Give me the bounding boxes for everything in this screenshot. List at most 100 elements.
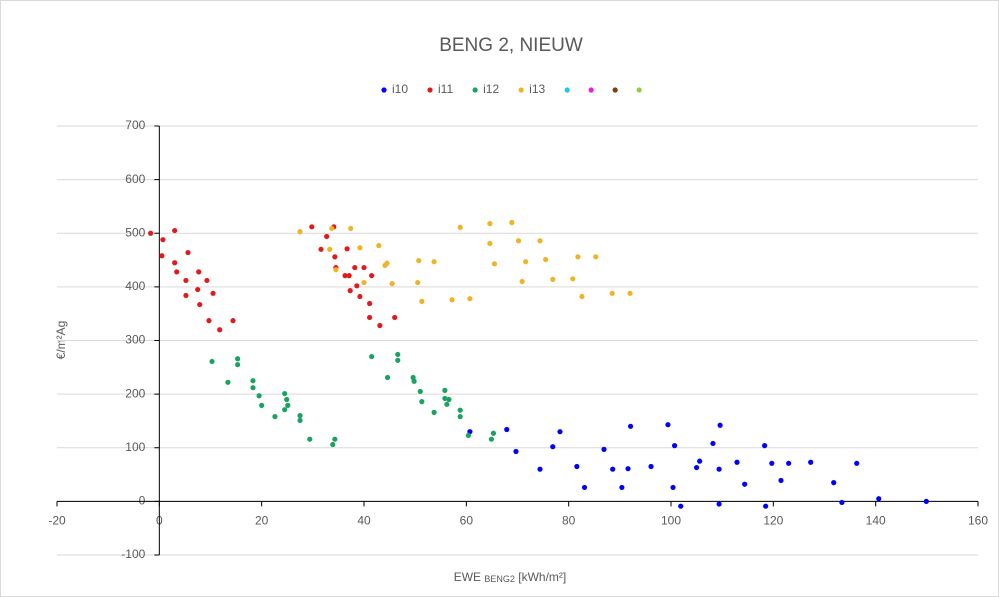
point xyxy=(839,499,845,506)
point xyxy=(259,402,265,408)
point xyxy=(361,264,367,271)
point xyxy=(543,256,549,263)
point xyxy=(174,269,180,275)
point xyxy=(185,249,191,256)
point xyxy=(183,277,189,284)
point xyxy=(716,466,722,472)
point xyxy=(537,466,543,472)
point xyxy=(515,238,522,244)
point xyxy=(324,233,330,240)
y-tick-label: 0 xyxy=(139,494,146,508)
point xyxy=(416,257,422,264)
point xyxy=(537,238,543,244)
point xyxy=(769,460,775,466)
point xyxy=(282,407,288,413)
point xyxy=(384,260,390,266)
point xyxy=(329,225,335,232)
point xyxy=(575,254,581,260)
x-tick-label: 160 xyxy=(968,514,988,528)
point xyxy=(487,220,493,227)
point xyxy=(467,296,473,302)
point xyxy=(307,436,313,442)
point xyxy=(395,351,401,358)
legend-marker xyxy=(636,87,642,93)
point xyxy=(272,414,278,420)
point xyxy=(172,260,178,266)
point xyxy=(347,288,353,294)
chart-title: BENG 2, NIEUW xyxy=(439,35,583,56)
y-tick-label: 600 xyxy=(125,172,145,186)
point xyxy=(778,477,784,484)
point xyxy=(523,259,529,265)
y-tick-label: 200 xyxy=(125,386,145,400)
point xyxy=(206,318,212,324)
legend-marker xyxy=(612,87,618,93)
point xyxy=(446,396,452,403)
point xyxy=(250,385,256,391)
point xyxy=(235,362,241,368)
x-tick-label: 100 xyxy=(661,514,681,528)
point xyxy=(285,402,291,408)
point xyxy=(509,219,515,226)
point xyxy=(297,412,303,419)
point xyxy=(579,293,585,300)
point xyxy=(442,387,448,393)
point xyxy=(354,283,360,289)
y-tick-label: 400 xyxy=(125,279,145,293)
point xyxy=(297,229,303,235)
point xyxy=(625,466,631,472)
point xyxy=(160,237,166,243)
point xyxy=(670,484,676,491)
point xyxy=(417,388,423,395)
point xyxy=(352,264,358,271)
point xyxy=(309,224,315,230)
point xyxy=(411,378,417,384)
point xyxy=(519,278,525,285)
legend-marker xyxy=(588,87,594,93)
point xyxy=(457,407,463,413)
point xyxy=(457,224,463,230)
point xyxy=(250,378,256,384)
point xyxy=(557,429,563,435)
point xyxy=(395,357,401,363)
point xyxy=(419,298,425,304)
point xyxy=(217,327,223,333)
x-tick-label: 40 xyxy=(357,514,371,528)
point xyxy=(225,379,231,385)
point xyxy=(449,297,455,303)
legend-marker xyxy=(564,87,570,93)
x-axis-label: EWE BENG2 [kWh/m²] xyxy=(454,570,567,586)
point xyxy=(742,481,748,487)
point xyxy=(610,466,616,472)
point xyxy=(256,393,262,399)
x-tick-label: 20 xyxy=(255,514,269,528)
point xyxy=(697,458,703,464)
point xyxy=(346,273,352,279)
y-tick-label: 100 xyxy=(125,440,145,454)
y-tick-label: -100 xyxy=(121,547,145,561)
legend-marker xyxy=(381,87,387,93)
point xyxy=(601,446,607,452)
point xyxy=(504,426,510,433)
point xyxy=(327,246,333,252)
legend-label: i13 xyxy=(529,82,545,96)
point xyxy=(831,480,837,486)
point xyxy=(204,277,210,284)
point xyxy=(297,417,303,424)
point xyxy=(282,390,288,397)
point xyxy=(332,254,338,260)
point xyxy=(678,503,684,509)
point xyxy=(415,279,421,286)
point xyxy=(357,293,363,300)
point xyxy=(442,395,448,402)
point xyxy=(431,259,437,265)
legend-label: i10 xyxy=(392,82,408,96)
legend-label: i12 xyxy=(483,82,499,96)
legend-marker xyxy=(427,87,433,93)
x-tick-label: 60 xyxy=(460,514,474,528)
point xyxy=(361,279,367,286)
point xyxy=(488,436,495,442)
y-tick-label: 700 xyxy=(125,118,145,132)
point xyxy=(376,242,382,249)
point xyxy=(284,396,290,403)
